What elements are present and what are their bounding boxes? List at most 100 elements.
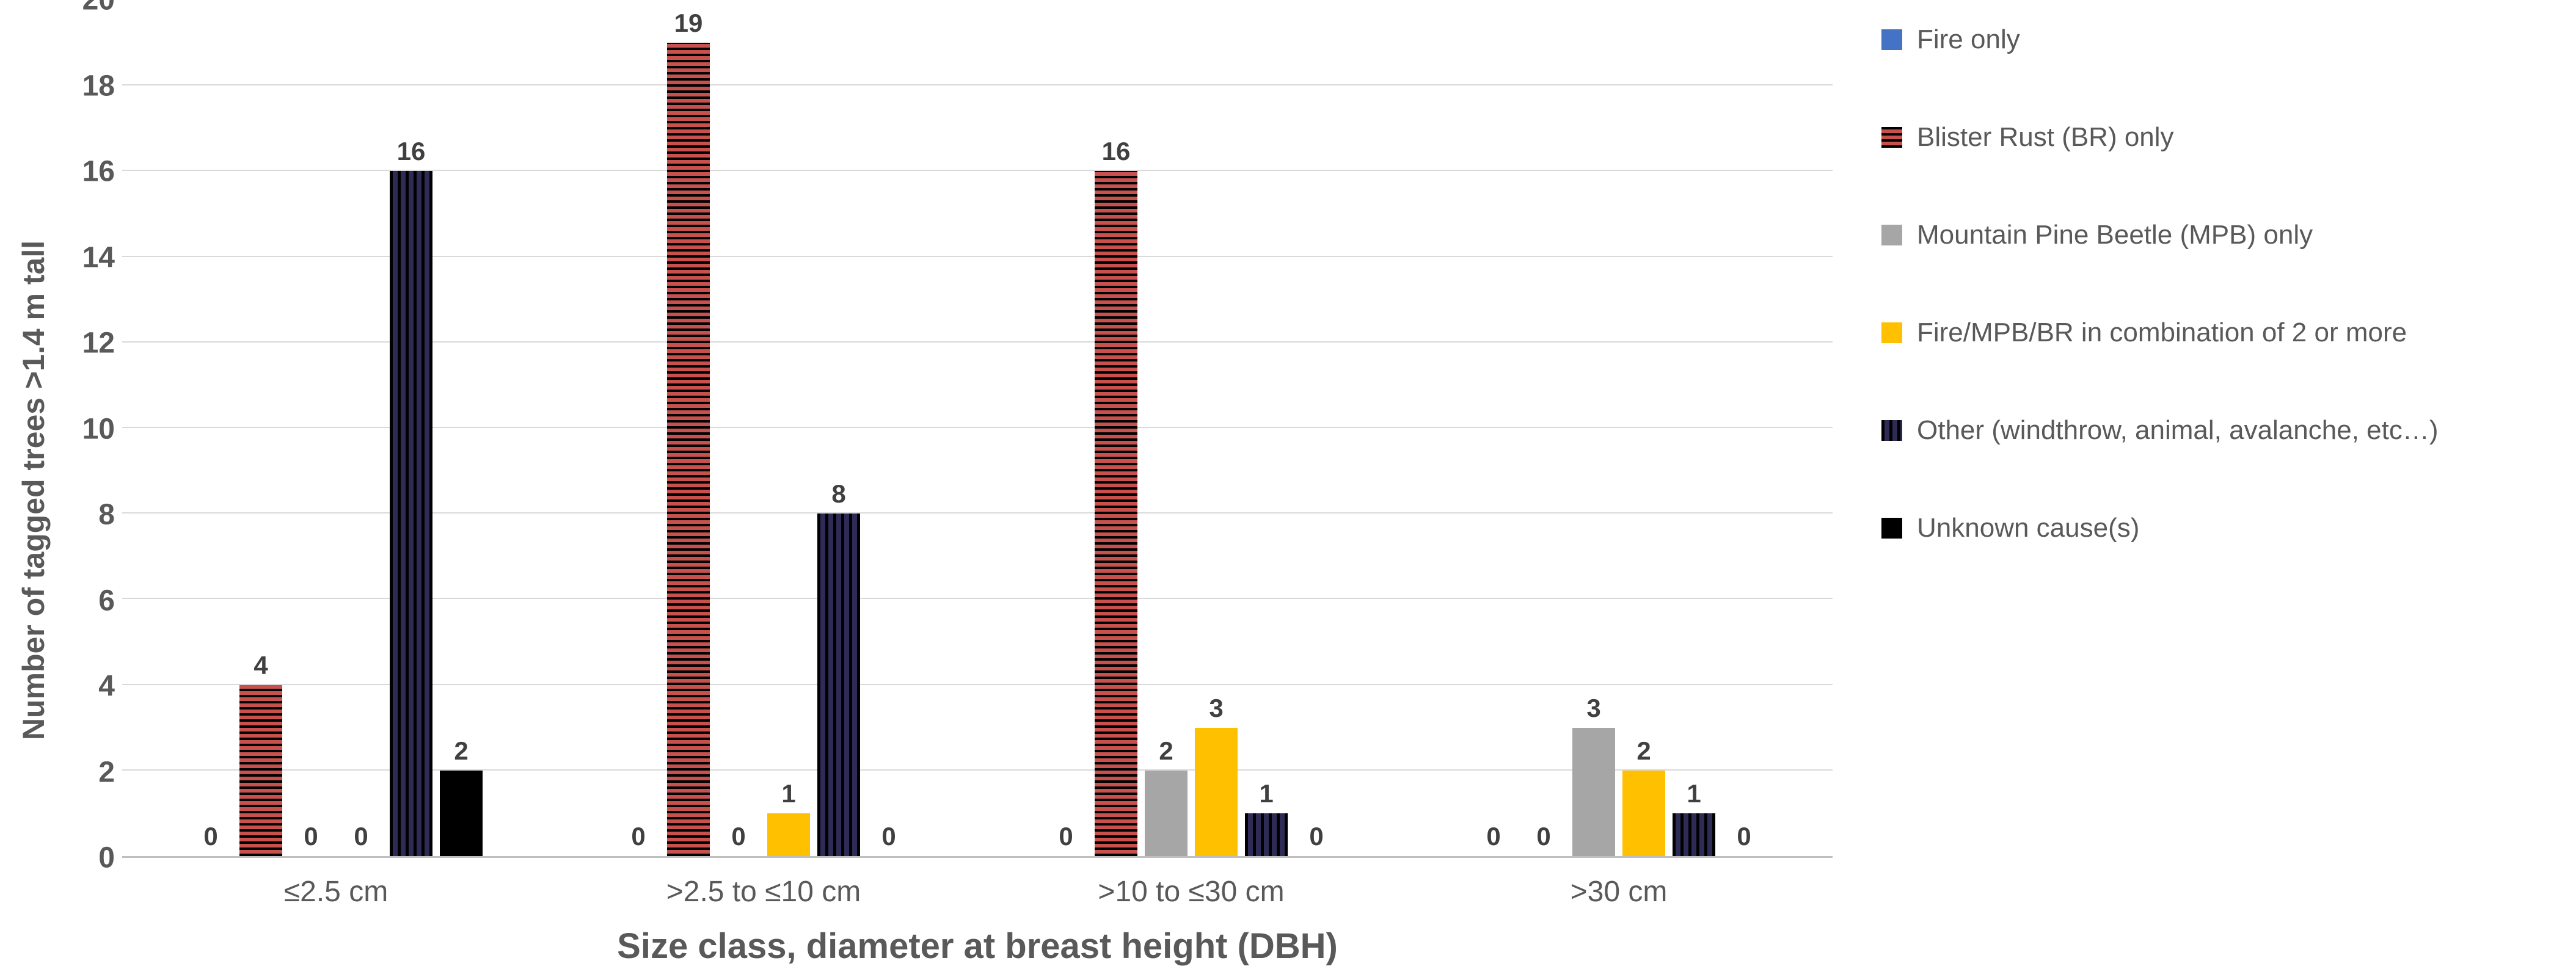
bar-data-label: 0: [1486, 822, 1500, 851]
bar: [667, 43, 710, 856]
bar: [1673, 813, 1715, 856]
bar-group: 003210: [1405, 0, 1833, 856]
legend-item: Mountain Pine Beetle (MPB) only: [1881, 220, 2552, 250]
bar-data-label: 0: [304, 822, 318, 851]
bar-data-label: 2: [454, 736, 468, 766]
bar-slot: 0: [717, 0, 760, 856]
bar-data-label: 0: [881, 822, 896, 851]
legend-label: Other (windthrow, animal, avalanche, etc…: [1917, 415, 2439, 446]
bar-slot: 1: [1673, 0, 1715, 856]
bar-slot: 1: [1245, 0, 1288, 856]
bar: [440, 771, 483, 856]
bar-data-label: 0: [1737, 822, 1751, 851]
legend-label: Fire/MPB/BR in combination of 2 or more: [1917, 318, 2407, 348]
bar-slot: 2: [1145, 0, 1188, 856]
bar-slot: 0: [290, 0, 332, 856]
bar-data-label: 4: [254, 651, 268, 680]
x-category-label: >2.5 to ≤10 cm: [550, 858, 977, 909]
legend-swatch-icon: [1881, 29, 1902, 50]
y-axis-label-column: Number of tagged trees >1.4 m tall: [0, 0, 67, 980]
legend-label: Blister Rust (BR) only: [1917, 122, 2174, 153]
bar-slot: 1: [767, 0, 810, 856]
bar-slot: 16: [390, 0, 432, 856]
bar-data-label: 0: [1059, 822, 1073, 851]
bar-slot: 0: [340, 0, 382, 856]
bar-slot: 0: [617, 0, 660, 856]
y-tick-label: 6: [98, 584, 115, 617]
bar-slot: 0: [867, 0, 910, 856]
plot-column: Number of tagged trees >1.4 m tall 0 2 4 6 8…: [0, 0, 1833, 980]
bar-data-label: 0: [354, 822, 368, 851]
bar: [767, 813, 810, 856]
bar-data-label: 19: [674, 9, 703, 38]
bar-data-label: 16: [397, 137, 426, 166]
plot-area: 040016201901800162310003210: [122, 0, 1833, 858]
bar-data-label: 0: [731, 822, 745, 851]
legend-item: Fire/MPB/BR in combination of 2 or more: [1881, 318, 2552, 348]
bar-slot: 0: [1045, 0, 1087, 856]
bar: [1572, 728, 1615, 856]
bar-data-label: 2: [1636, 736, 1651, 766]
legend-label: Mountain Pine Beetle (MPB) only: [1917, 220, 2313, 250]
bar-data-label: 0: [203, 822, 217, 851]
bar-slot: 0: [1295, 0, 1338, 856]
bar-slot: 0: [189, 0, 232, 856]
y-tick-label: 18: [82, 69, 115, 103]
plot-main: 02468101214161820 0400162019018001623100…: [67, 0, 1833, 980]
x-category-label: >10 to ≤30 cm: [977, 858, 1405, 909]
plot-area-row: 02468101214161820 0400162019018001623100…: [67, 0, 1833, 858]
bar-group: 0 4 0 0 16 2: [122, 0, 550, 856]
bar-slot: 0: [1522, 0, 1565, 856]
bar-slot: 16: [1095, 0, 1137, 856]
chart-container: Number of tagged trees >1.4 m tall 0 2 4 6 8…: [0, 0, 2576, 980]
bar-data-label: 2: [1159, 736, 1173, 766]
bar-slot: 0: [1472, 0, 1515, 856]
legend-item: Other (windthrow, animal, avalanche, etc…: [1881, 415, 2552, 446]
bar: [239, 685, 282, 856]
bar-slot: 8: [817, 0, 860, 856]
bar-data-label: 0: [631, 822, 645, 851]
bar-data-label: 1: [1687, 779, 1701, 808]
x-axis-row: ≤2.5 cm>2.5 to ≤10 cm>10 to ≤30 cm>30 cm…: [67, 858, 1833, 980]
y-axis-label: Number of tagged trees >1.4 m tall: [16, 240, 51, 739]
bar-data-label: 0: [1309, 822, 1323, 851]
legend-swatch-icon: [1881, 322, 1902, 343]
bar-groups: 040016201901800162310003210: [122, 0, 1833, 856]
bar-data-label: 1: [781, 779, 795, 808]
bar: [1245, 813, 1288, 856]
legend-swatch-icon: [1881, 225, 1902, 245]
bar-data-label: 8: [831, 479, 845, 509]
bar-slot: 3: [1572, 0, 1615, 856]
legend-swatch-icon: [1881, 420, 1902, 441]
legend-label: Unknown cause(s): [1917, 513, 2139, 543]
bar: [817, 514, 860, 856]
bar-slot: 2: [1622, 0, 1665, 856]
bar: [1195, 728, 1238, 856]
y-tick-label: 0: [98, 841, 115, 875]
y-tick-label: 2: [98, 755, 115, 789]
bar-group: 0 16 2 3 1 0: [977, 0, 1405, 856]
legend-item: Blister Rust (BR) only: [1881, 122, 2552, 153]
legend-label: Fire only: [1917, 24, 2020, 55]
bar: [390, 171, 432, 856]
legend-swatch-icon: [1881, 518, 1902, 539]
x-category-row: ≤2.5 cm>2.5 to ≤10 cm>10 to ≤30 cm>30 cm: [122, 858, 1833, 909]
y-tick-label: 14: [82, 241, 115, 274]
legend: Fire only Blister Rust (BR) only Mountain …: [1833, 0, 2576, 980]
y-tick-label: 12: [82, 327, 115, 360]
bar-group: 0 19 0 1 8 0: [550, 0, 977, 856]
bar-data-label: 1: [1259, 779, 1273, 808]
bar-slot: 4: [239, 0, 282, 856]
x-category-label: ≤2.5 cm: [122, 858, 550, 909]
bar: [1622, 771, 1665, 856]
y-tick-column: 02468101214161820: [67, 0, 122, 858]
bar-data-label: 3: [1209, 694, 1223, 723]
legend-item: Unknown cause(s): [1881, 513, 2552, 543]
x-axis-label: Size class, diameter at breast height (D…: [122, 926, 1833, 967]
y-tick-label: 4: [98, 670, 115, 703]
bar-data-label: 3: [1586, 694, 1600, 723]
y-tick-label: 16: [82, 155, 115, 189]
bar-slot: 0: [1723, 0, 1765, 856]
bar-slot: 2: [440, 0, 483, 856]
y-tick-label: 8: [98, 498, 115, 532]
